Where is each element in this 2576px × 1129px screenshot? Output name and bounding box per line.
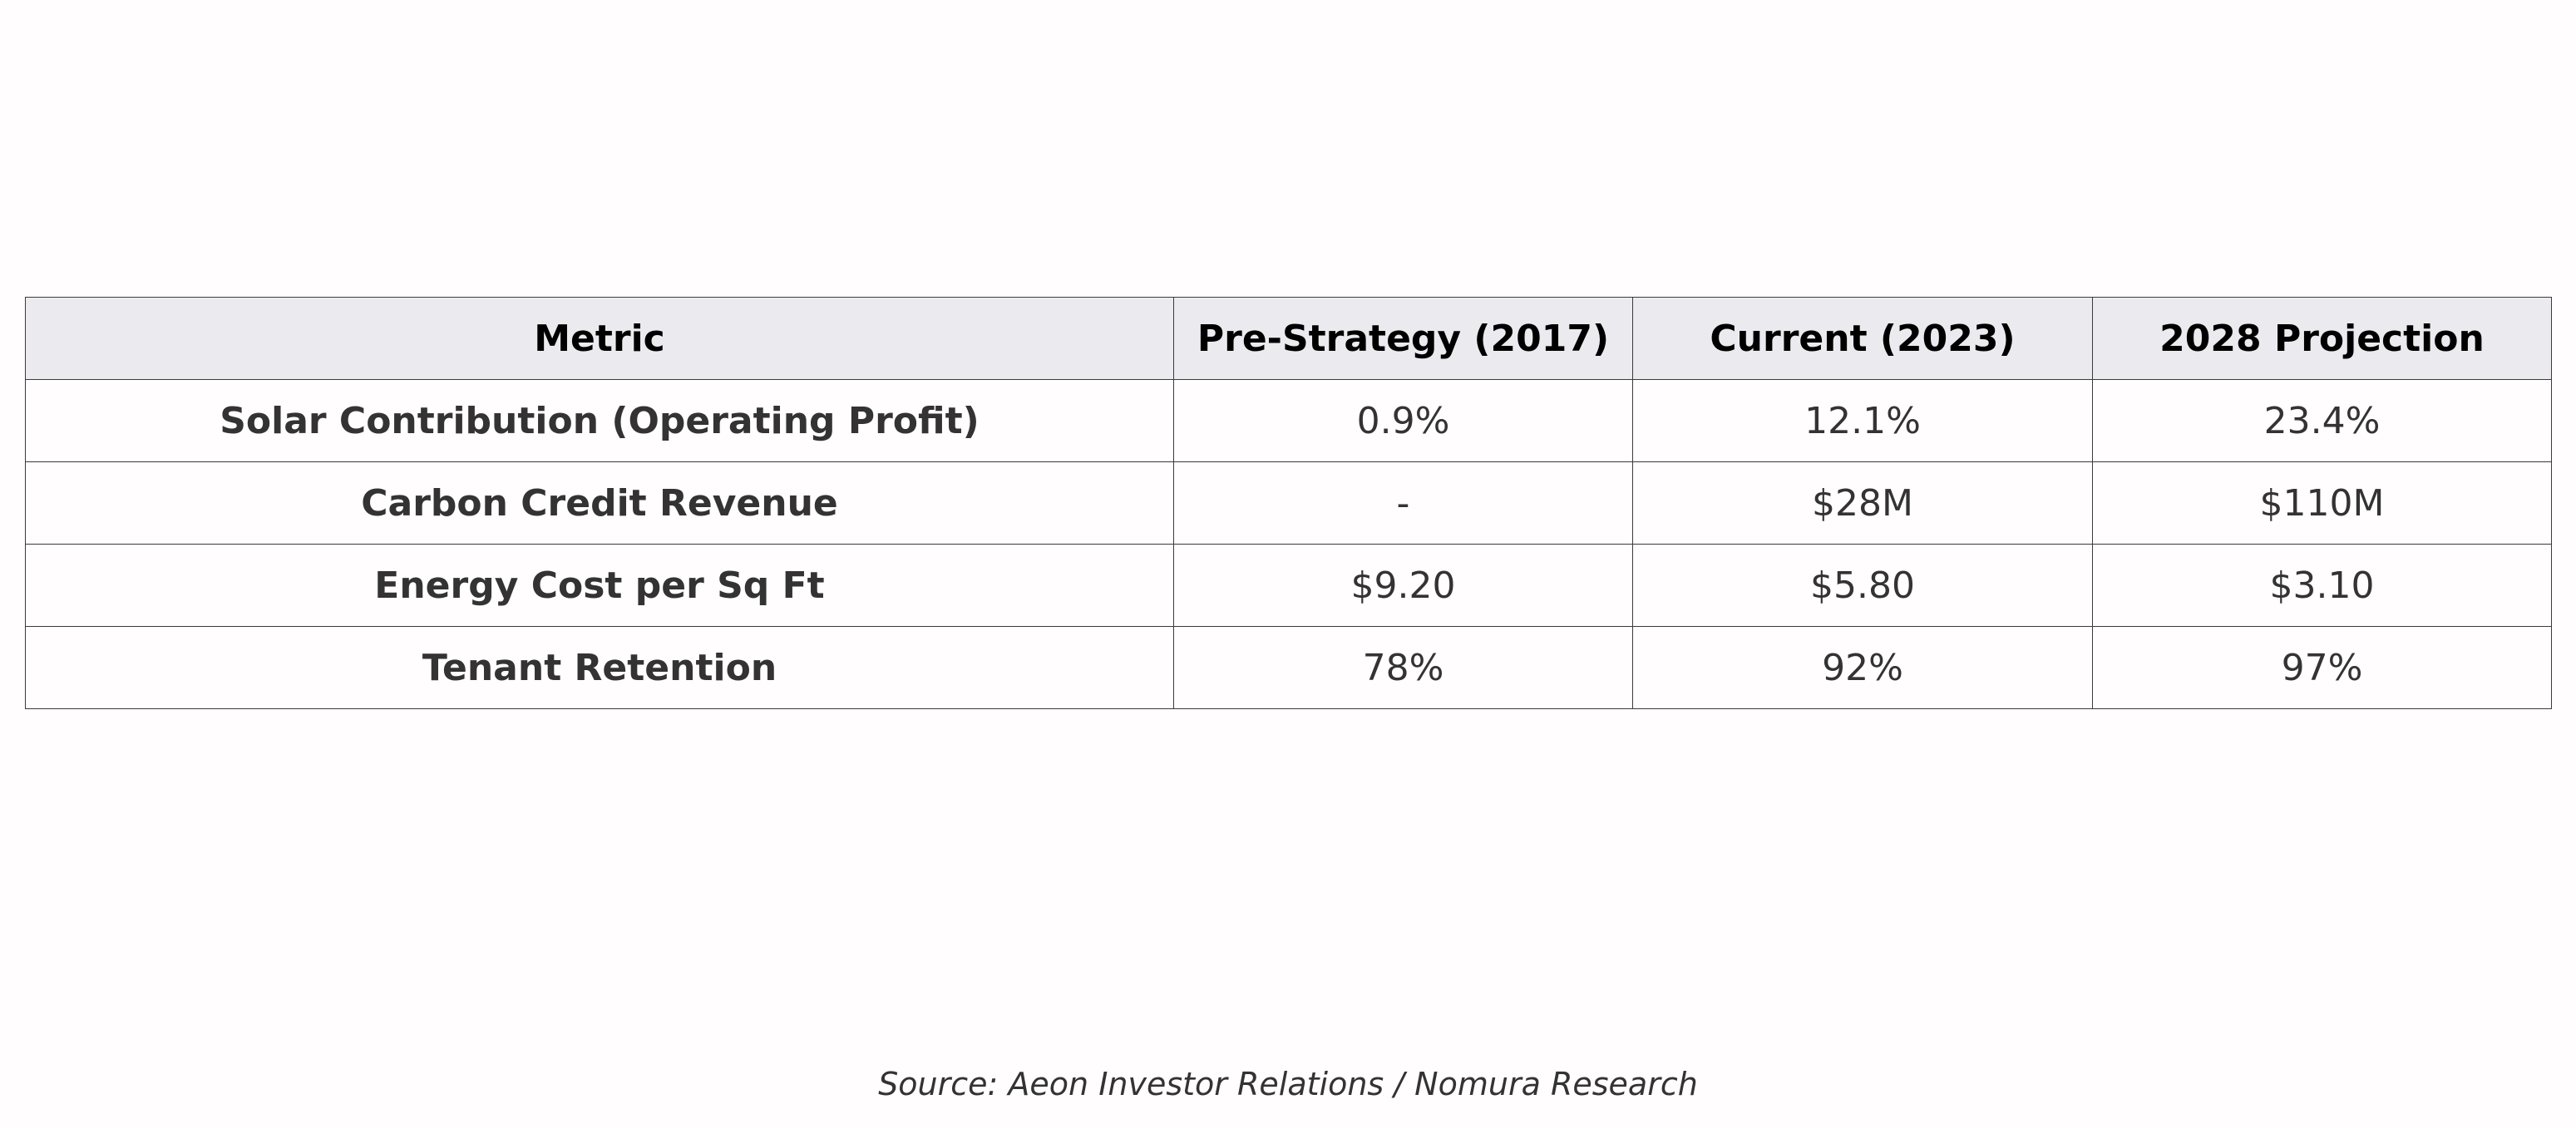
table-cell: $5.80 (1632, 544, 2093, 627)
table-cell: 23.4% (2092, 379, 2552, 462)
column-header-current: Current (2023) (1632, 297, 2093, 380)
table-cell: 97% (2092, 626, 2552, 709)
table-row: Carbon Credit Revenue - $28M $110M (25, 461, 2552, 545)
column-header-metric: Metric (25, 297, 1174, 380)
metric-label: Energy Cost per Sq Ft (25, 544, 1174, 627)
table-cell: 0.9% (1173, 379, 1633, 462)
table-cell: $3.10 (2092, 544, 2552, 627)
metric-label: Solar Contribution (Operating Profit) (25, 379, 1174, 462)
table-cell: 78% (1173, 626, 1633, 709)
table-row: Tenant Retention 78% 92% 97% (25, 626, 2552, 709)
table-cell: - (1173, 461, 1633, 545)
table-cell: $28M (1632, 461, 2093, 545)
data-table: Metric Pre-Strategy (2017) Current (2023… (25, 297, 2552, 709)
table-cell: 92% (1632, 626, 2093, 709)
table-cell: $9.20 (1173, 544, 1633, 627)
column-header-pre-strategy: Pre-Strategy (2017) (1173, 297, 1633, 380)
metric-label: Tenant Retention (25, 626, 1174, 709)
table-row: Solar Contribution (Operating Profit) 0.… (25, 379, 2552, 462)
column-header-projection: 2028 Projection (2092, 297, 2552, 380)
table-row: Energy Cost per Sq Ft $9.20 $5.80 $3.10 (25, 544, 2552, 627)
source-note: Source: Aeon Investor Relations / Nomura… (878, 1066, 1698, 1102)
header-row: Metric Pre-Strategy (2017) Current (2023… (25, 297, 2552, 380)
table-cell: $110M (2092, 461, 2552, 545)
metric-label: Carbon Credit Revenue (25, 461, 1174, 545)
table-cell: 12.1% (1632, 379, 2093, 462)
